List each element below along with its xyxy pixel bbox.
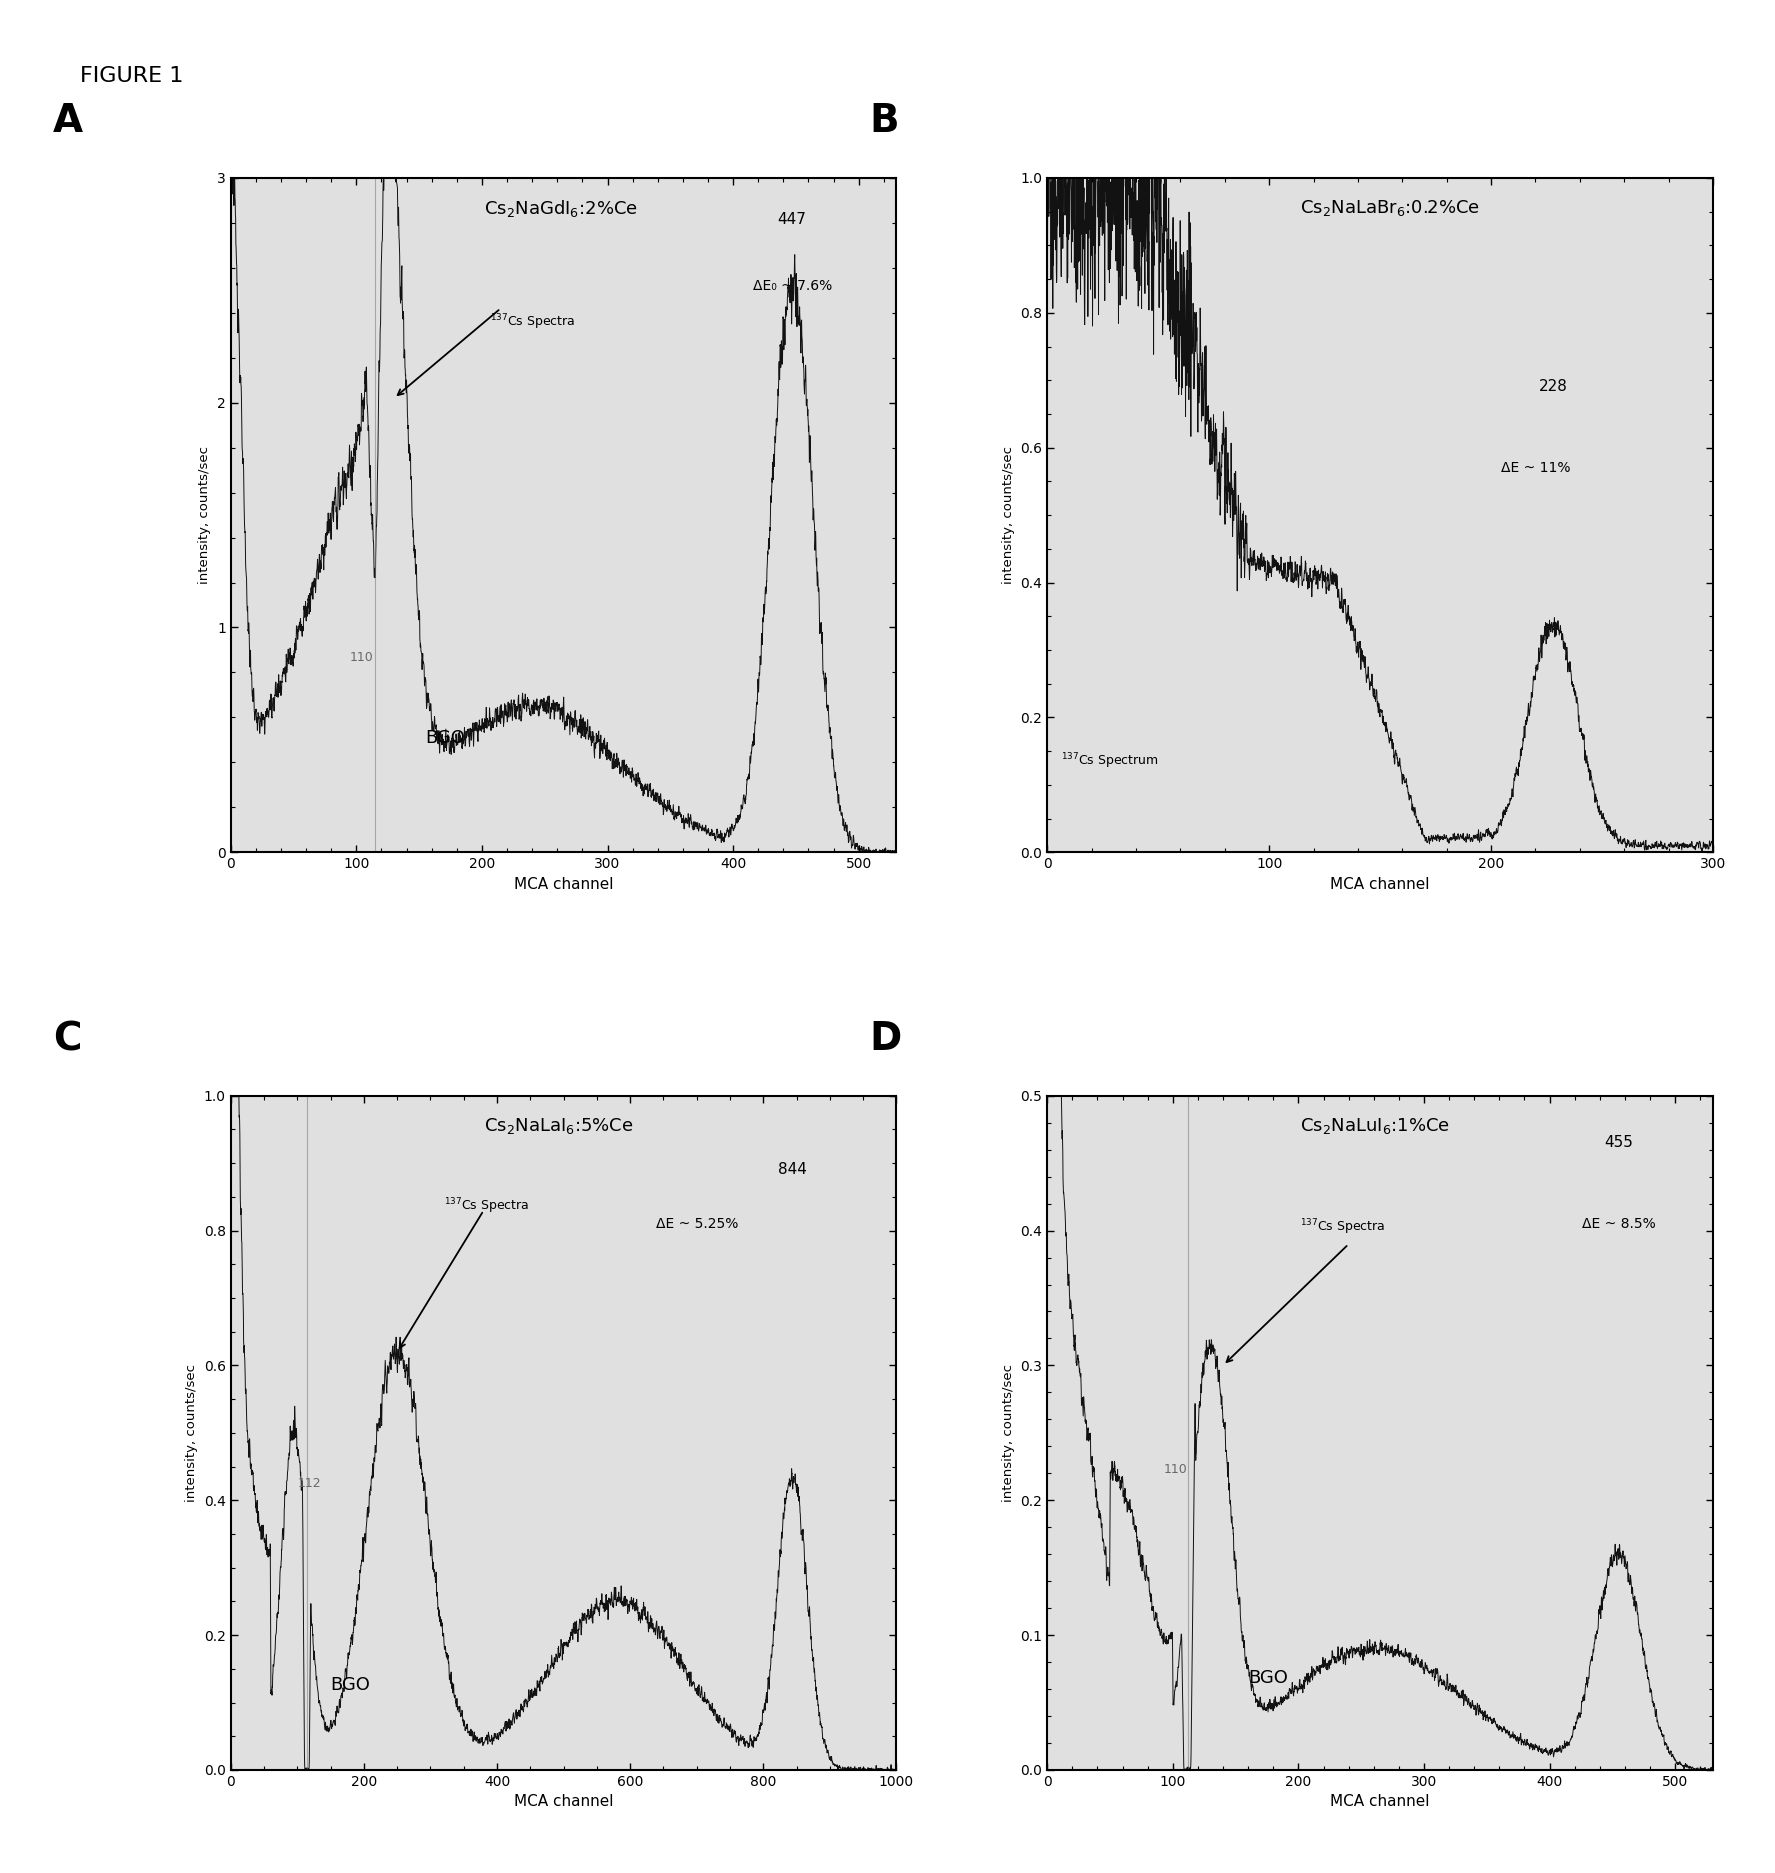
Text: 112: 112 xyxy=(298,1476,321,1489)
Text: Cs$_2$NaLaI$_6$:5%Ce: Cs$_2$NaLaI$_6$:5%Ce xyxy=(483,1116,634,1135)
Text: 228: 228 xyxy=(1539,378,1567,393)
Text: Cs$_2$NaLuI$_6$:1%Ce: Cs$_2$NaLuI$_6$:1%Ce xyxy=(1299,1116,1450,1135)
Text: 844: 844 xyxy=(777,1161,808,1176)
Text: A: A xyxy=(53,103,83,140)
Text: BGO: BGO xyxy=(1248,1669,1289,1688)
X-axis label: MCA channel: MCA channel xyxy=(513,877,614,892)
Y-axis label: intensity, counts/sec: intensity, counts/sec xyxy=(1001,446,1015,584)
Text: B: B xyxy=(870,103,900,140)
Text: 455: 455 xyxy=(1605,1135,1633,1150)
X-axis label: MCA channel: MCA channel xyxy=(1329,877,1431,892)
Text: $^{137}$Cs Spectrum: $^{137}$Cs Spectrum xyxy=(1061,751,1159,772)
Text: 110: 110 xyxy=(350,652,375,665)
Text: BGO: BGO xyxy=(330,1676,371,1693)
Text: ΔE ~ 11%: ΔE ~ 11% xyxy=(1500,461,1571,476)
Text: 447: 447 xyxy=(777,212,806,227)
Y-axis label: intensity, counts/sec: intensity, counts/sec xyxy=(1001,1364,1015,1502)
X-axis label: MCA channel: MCA channel xyxy=(513,1794,614,1809)
Text: $^{137}$Cs Spectra: $^{137}$Cs Spectra xyxy=(1299,1217,1386,1236)
Text: ΔE₀ ~ 7.6%: ΔE₀ ~ 7.6% xyxy=(753,279,832,292)
Text: FIGURE 1: FIGURE 1 xyxy=(80,66,183,86)
Text: ΔE ~ 5.25%: ΔE ~ 5.25% xyxy=(655,1217,738,1231)
Text: Cs$_2$NaLaBr$_6$:0.2%Ce: Cs$_2$NaLaBr$_6$:0.2%Ce xyxy=(1299,199,1480,217)
Text: $^{137}$Cs Spectra: $^{137}$Cs Spectra xyxy=(490,313,575,332)
Text: C: C xyxy=(53,1021,82,1058)
Y-axis label: intensity, counts/sec: intensity, counts/sec xyxy=(199,446,211,584)
Text: D: D xyxy=(870,1021,902,1058)
Text: Cs$_2$NaGdI$_6$:2%Ce: Cs$_2$NaGdI$_6$:2%Ce xyxy=(483,199,637,219)
Text: BGO: BGO xyxy=(426,729,465,747)
Text: $^{137}$Cs Spectra: $^{137}$Cs Spectra xyxy=(444,1197,529,1216)
X-axis label: MCA channel: MCA channel xyxy=(1329,1794,1431,1809)
Text: ΔE ~ 8.5%: ΔE ~ 8.5% xyxy=(1582,1217,1656,1231)
Text: 110: 110 xyxy=(1164,1463,1187,1476)
Y-axis label: intensity, counts/sec: intensity, counts/sec xyxy=(185,1364,199,1502)
